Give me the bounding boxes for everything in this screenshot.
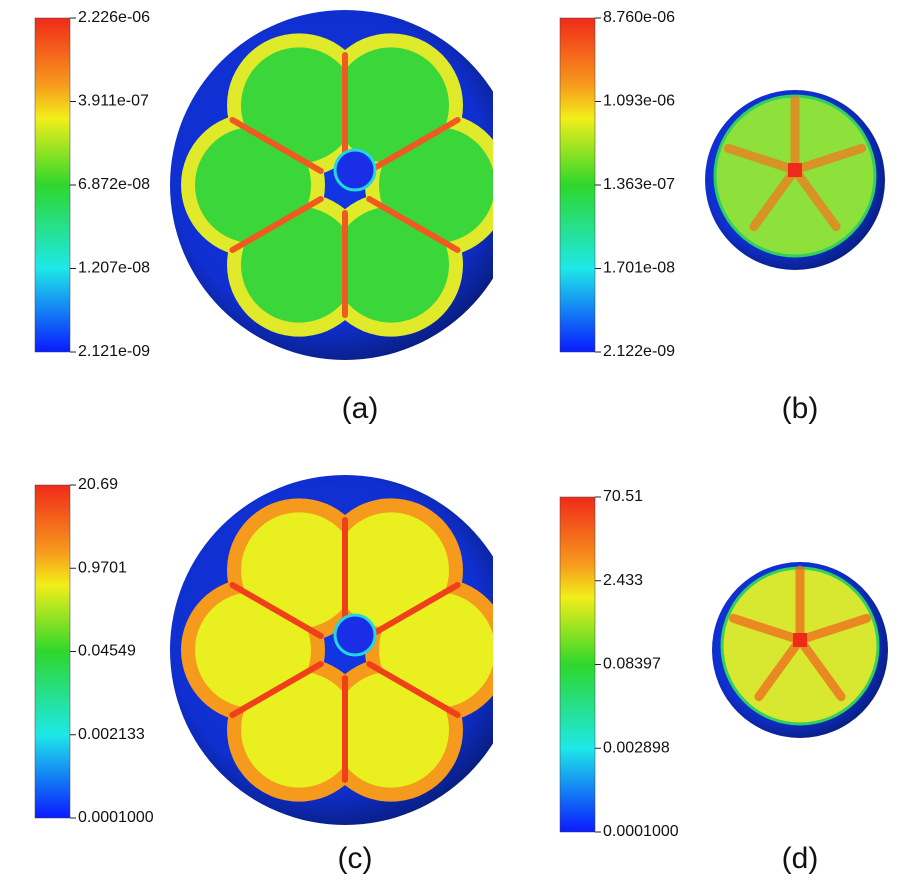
colorbar-tick-label: 2.121e-09 xyxy=(78,343,150,360)
panel-label: (c) xyxy=(338,842,373,875)
colorbar-tick-label: 1.363e-07 xyxy=(603,176,675,193)
petal xyxy=(333,206,449,323)
colorbar-tick-label: 70.51 xyxy=(603,488,643,505)
colorbar xyxy=(559,496,596,833)
colorbar-tick-label: 1.701e-08 xyxy=(603,260,675,277)
colorbar-tick-label: 0.002133 xyxy=(78,726,145,743)
petal-seam xyxy=(229,582,324,639)
petal-seam xyxy=(366,582,461,639)
star-arm xyxy=(795,635,846,702)
colorbar xyxy=(559,17,596,353)
colorbar-tick-label: 0.002898 xyxy=(603,739,670,756)
panel-label: (b) xyxy=(782,392,819,425)
star-arm xyxy=(790,165,841,232)
star-arm xyxy=(754,635,805,702)
colorbar-tick-label: 1.207e-08 xyxy=(78,260,150,277)
panel: 8.760e-06 1.093e-06 1.363e-07 1.701e-08 2.12… xyxy=(559,9,885,425)
star-arm xyxy=(723,143,800,175)
field-image xyxy=(170,10,493,360)
colorbar xyxy=(34,17,71,353)
colorbar-tick-label: 1.093e-06 xyxy=(603,93,675,110)
star-arm xyxy=(728,613,805,645)
star-center xyxy=(793,633,807,647)
colorbar-tick-label: 2.433 xyxy=(603,572,643,589)
center-hole xyxy=(333,148,377,192)
petal-seam xyxy=(229,196,324,253)
field-image xyxy=(712,562,888,738)
petal-seam xyxy=(229,117,324,174)
field-image xyxy=(705,90,885,270)
colorbar-tick-label: 0.08397 xyxy=(603,656,661,673)
petal-seam xyxy=(229,661,324,718)
petal xyxy=(195,592,311,708)
petal xyxy=(333,671,449,788)
colorbar-tick-label: 2.226e-06 xyxy=(78,9,150,26)
colorbar-tick-label: 8.760e-06 xyxy=(603,9,675,26)
colorbar-tick-label: 6.872e-08 xyxy=(78,176,150,193)
colorbar-tick-label: 2.122e-09 xyxy=(603,343,675,360)
petal-seam xyxy=(366,661,461,718)
center-hole xyxy=(333,613,377,657)
panel-label: (a) xyxy=(342,392,379,425)
petal-seam xyxy=(366,196,461,253)
panel-label: (d) xyxy=(782,842,819,875)
panel: 70.51 2.433 0.08397 0.002898 0.0001000 (d) xyxy=(559,488,888,875)
colorbar-tick-label: 0.0001000 xyxy=(603,823,679,840)
panel: 20.69 0.9701 0.04549 0.002133 0.0001000 (c) xyxy=(34,475,493,875)
star-arm xyxy=(795,613,872,645)
petal-seam xyxy=(366,117,461,174)
colorbar-tick-label: 0.9701 xyxy=(78,559,127,576)
colorbar xyxy=(34,484,71,819)
star-arm xyxy=(749,165,800,232)
star-center xyxy=(788,163,802,177)
colorbar-tick-label: 3.911e-07 xyxy=(78,93,149,110)
colorbar-tick-label: 0.0001000 xyxy=(78,809,154,826)
colorbar-tick-label: 0.04549 xyxy=(78,643,136,660)
colorbar-tick-label: 20.69 xyxy=(78,476,118,493)
petal xyxy=(195,127,311,243)
panel: 2.226e-06 3.911e-07 6.872e-08 1.207e-08 2.12… xyxy=(34,9,493,425)
star-arm xyxy=(790,143,867,175)
field-image xyxy=(170,475,493,825)
